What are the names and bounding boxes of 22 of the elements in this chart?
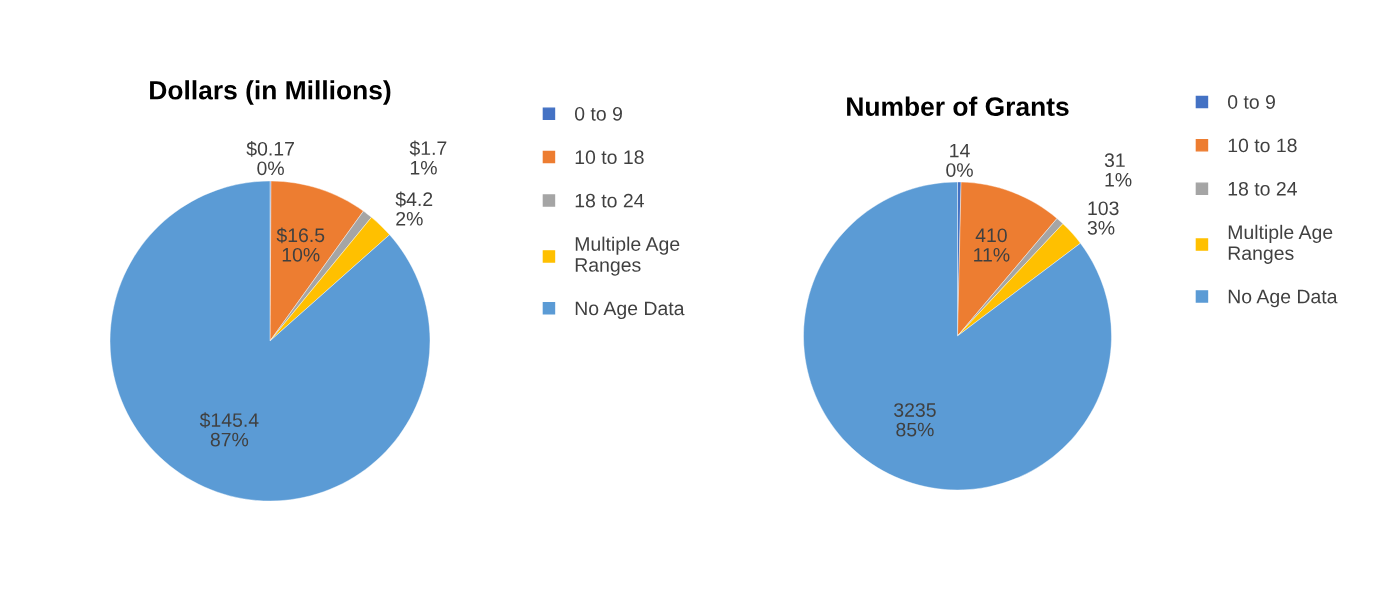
- legend-label: 10 to 18: [575, 150, 644, 165]
- chart-title: Number of Grants: [847, 96, 1069, 116]
- data-label: 3235 85%: [894, 403, 936, 437]
- legend-label: 18 to 24: [575, 193, 644, 208]
- legend-label: No Age Data: [575, 301, 685, 320]
- legend-label: No Age Data: [1228, 289, 1338, 308]
- legend-label: 0 to 9: [574, 106, 622, 121]
- legend-label: 10 to 18: [1228, 138, 1297, 153]
- data-label: $0.17 0%: [246, 141, 294, 176]
- data-label: $1.7 1%: [409, 140, 447, 175]
- data-label: $4.2 2%: [395, 191, 433, 226]
- data-label: 14 0%: [946, 143, 973, 177]
- legend-label: 0 to 9: [1227, 95, 1275, 109]
- data-label: 31 1%: [1104, 153, 1132, 187]
- data-label: 103 3%: [1087, 201, 1119, 235]
- data-label: $145.4 87%: [199, 412, 259, 447]
- legend-label: Multiple Age Ranges: [575, 236, 680, 276]
- data-label: 410 11%: [974, 228, 1010, 262]
- legend-label: 18 to 24: [1228, 181, 1297, 196]
- data-label: $16.5 10%: [276, 227, 325, 262]
- chart-title: Dollars (in Millions): [150, 80, 391, 105]
- legend-label: Multiple Age Ranges: [1228, 224, 1333, 264]
